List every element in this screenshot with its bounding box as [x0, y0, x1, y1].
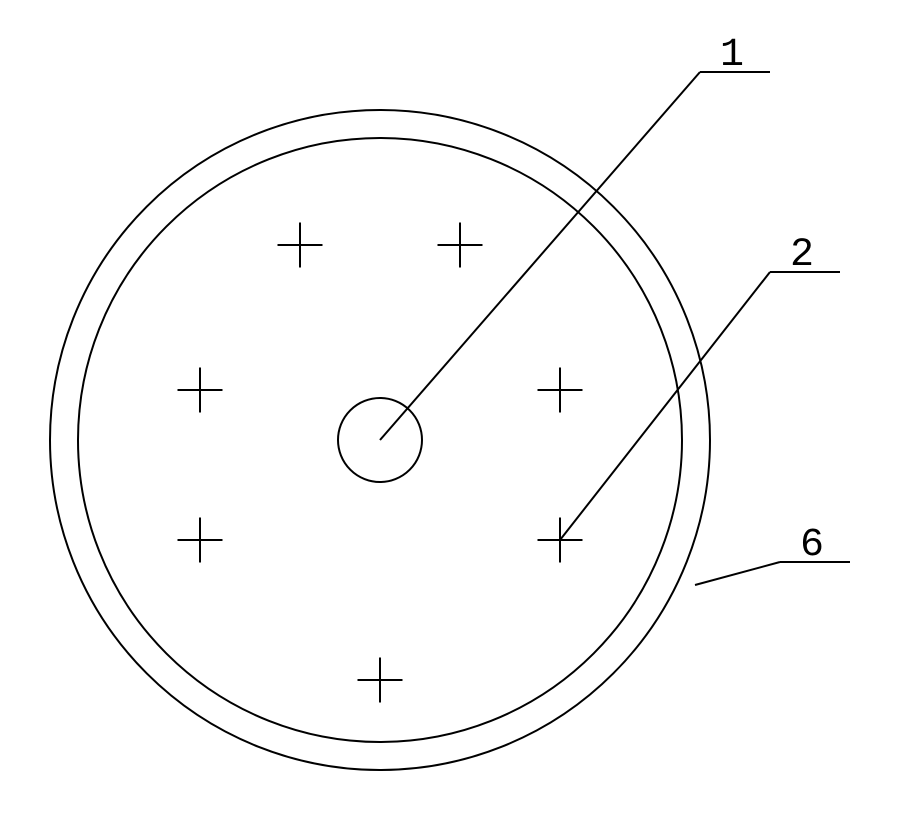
cross-mark	[178, 368, 223, 413]
cross-mark	[358, 658, 403, 703]
label-text: 1	[720, 33, 745, 78]
cross-mark	[438, 223, 483, 268]
label-6: 6	[695, 523, 850, 585]
leader-line	[380, 72, 700, 440]
label-text: 2	[790, 233, 815, 278]
cross-mark	[538, 368, 583, 413]
label-text: 6	[800, 523, 825, 568]
label-1: 1	[380, 33, 770, 440]
cross-mark	[178, 518, 223, 563]
leader-line	[695, 562, 780, 585]
label-2: 2	[560, 233, 840, 540]
cross-mark	[278, 223, 323, 268]
leader-line	[560, 272, 770, 540]
